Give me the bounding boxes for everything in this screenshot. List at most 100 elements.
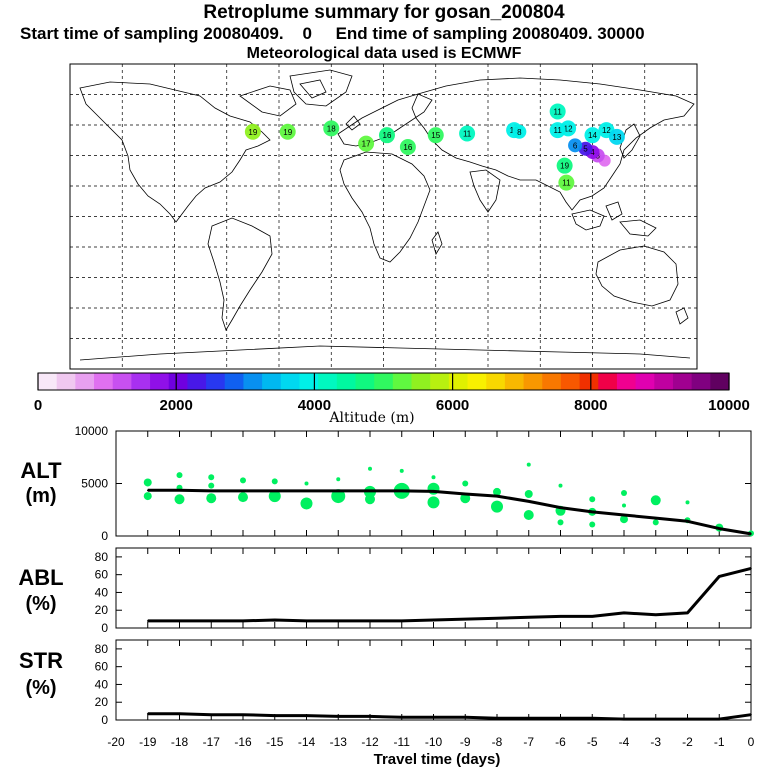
altitude-cluster-point: [143, 478, 152, 487]
series-point: [242, 490, 244, 492]
plume-day-label: 15: [431, 131, 440, 140]
colorbar-tick-label: 0: [34, 397, 42, 414]
colorbar-cell: [243, 373, 263, 390]
colorbar-cell: [448, 373, 469, 390]
colorbar-cell: [206, 373, 226, 390]
altitude-cluster-point: [431, 475, 436, 480]
altitude-cluster-point: [143, 492, 152, 501]
colorbar-cell: [598, 373, 618, 390]
series-point: [337, 620, 340, 622]
altitude-cluster-point: [174, 494, 185, 505]
colorbar-cell: [56, 373, 76, 390]
plume-centroid: [244, 123, 261, 140]
series-point: [527, 500, 530, 503]
plume-day-label: 12: [602, 126, 611, 135]
plume-centroid: [427, 127, 444, 144]
series-point: [686, 612, 689, 614]
series-point: [210, 713, 213, 716]
altitude-cluster-point: [336, 477, 341, 482]
series-point: [464, 716, 467, 719]
series-point: [559, 717, 562, 720]
sampling-time-line: Start time of sampling 20080409. 0 End t…: [20, 24, 645, 43]
series-point: [210, 490, 213, 492]
altitude-cluster-point: [271, 478, 278, 485]
colorbar-tick-label: 8000: [574, 397, 607, 414]
plume-day-label: 11: [554, 107, 563, 116]
altitude-cluster-point: [523, 510, 534, 520]
panel-frame: [115, 639, 752, 721]
plume-centroid: [279, 123, 296, 140]
series-point: [527, 616, 530, 619]
altitude-cluster-point: [491, 500, 503, 513]
x-axis-label: Travel time (days): [374, 751, 501, 768]
plume-centroid: [459, 125, 476, 142]
colorbar-cell: [355, 373, 375, 390]
series-line: [147, 488, 752, 536]
plume-centroid: [568, 138, 583, 153]
colorbar-cell: [654, 373, 674, 390]
x-tick-label: -18: [171, 735, 189, 749]
altitude-cluster-point: [365, 494, 375, 505]
series-point: [305, 714, 308, 717]
series-point: [273, 619, 276, 621]
colorbar-cell: [299, 373, 319, 390]
colorbar-tick-label: 6000: [436, 397, 469, 414]
y-tick-label: 40: [95, 585, 109, 599]
series-point: [559, 506, 562, 509]
series-point: [654, 613, 657, 616]
series-point: [559, 615, 562, 618]
altitude-cluster-point: [399, 468, 404, 473]
panel-unit: (%): [25, 677, 56, 699]
colorbar-cell: [280, 373, 301, 390]
world-map: 345619111412111110812131115161617181919: [69, 63, 698, 370]
plume-centroid: [549, 103, 566, 120]
altitude-colorbar: 0 2000 4000 6000 8000 10000 Altitude (m): [34, 372, 750, 426]
colorbar-cell: [336, 373, 357, 390]
altitude-cluster-point: [300, 497, 313, 510]
colorbar-cell: [467, 373, 487, 390]
panel-title: ABL: [18, 565, 63, 590]
series-point: [146, 712, 149, 715]
series-point: [623, 718, 625, 720]
colorbar-cell: [150, 373, 170, 390]
x-tick-label: -16: [234, 735, 252, 749]
altitude-cluster-point: [557, 519, 564, 526]
plume-day-label: 8: [517, 128, 522, 137]
altitude-cluster-point: [526, 462, 531, 467]
colorbar-tick-label: 2000: [160, 397, 193, 414]
series-point: [337, 715, 340, 718]
x-tick-label: -5: [587, 735, 598, 749]
colorbar-cell: [579, 373, 599, 390]
y-tick-label: 10000: [75, 424, 109, 438]
series-point: [654, 718, 657, 720]
altitude-cluster-point: [650, 495, 661, 506]
colorbar-cell: [504, 373, 525, 390]
panel-unit: (m): [25, 485, 56, 507]
y-tick-label: 40: [95, 677, 109, 691]
altitude-cluster-point: [427, 496, 440, 509]
panel-title: STR: [19, 648, 63, 673]
time-series-panels: 0 5000 10000 ALT(m) 0 20 40 60 80 ABL (%) 0 20 40 60 80…: [18, 424, 754, 768]
panel-abl: 0 20 40 60 80 ABL (%): [18, 547, 752, 635]
altitude-cluster-point: [685, 500, 690, 505]
x-tick-label: -4: [619, 735, 630, 749]
colorbar-cell: [430, 373, 450, 390]
colorbar-cell: [262, 373, 282, 390]
series-point: [432, 716, 435, 719]
altitude-cluster-point: [240, 477, 246, 484]
x-tick-label: 0: [748, 735, 755, 749]
altitude-cluster-point: [493, 487, 501, 496]
series-point: [496, 617, 498, 620]
y-tick-label: 20: [95, 603, 109, 617]
y-tick-label: 0: [101, 621, 108, 635]
series-point: [464, 493, 467, 495]
colorbar-cell: [131, 373, 151, 390]
altitude-cluster-point: [176, 472, 183, 479]
series-point: [242, 620, 244, 622]
x-tick-label: -11: [394, 735, 411, 749]
series-point: [305, 490, 308, 492]
plume-centroid: [512, 124, 527, 139]
plume-day-label: 11: [463, 129, 472, 138]
y-tick-label: 60: [95, 568, 109, 582]
